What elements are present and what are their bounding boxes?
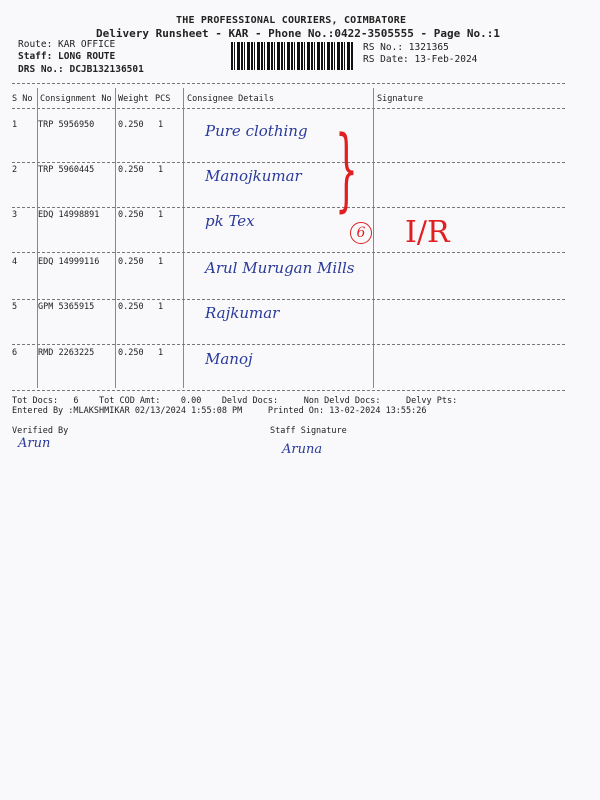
row-divider xyxy=(12,162,565,163)
row-weight: 0.250 xyxy=(118,257,144,267)
rs-number: RS No.: 1321365 xyxy=(363,42,449,53)
row-pcs: 1 xyxy=(158,120,164,130)
drs-number: DRS No.: DCJB132136501 xyxy=(18,64,144,75)
document-title: Delivery Runsheet - KAR - Phone No.:0422… xyxy=(96,27,500,40)
row-cno: RMD 2263225 xyxy=(38,348,95,358)
entered-line: Entered By :MLAKSHMIKAR 02/13/2024 1:55:… xyxy=(12,406,427,416)
row-pcs: 1 xyxy=(158,257,164,267)
header-pcs: PCS xyxy=(155,94,171,104)
row-consignee-handwritten: Manojkumar xyxy=(205,167,302,185)
row-divider xyxy=(12,207,565,208)
row-sno: 6 xyxy=(12,348,18,358)
company-name: THE PROFESSIONAL COURIERS, COIMBATORE xyxy=(176,15,407,26)
row-cno: GPM 5365915 xyxy=(38,302,95,312)
staff: Staff: LONG ROUTE xyxy=(18,51,116,62)
totals-line: Tot Docs: 6 Tot COD Amt: 0.00 Delvd Docs… xyxy=(12,396,458,406)
row-sno: 5 xyxy=(12,302,18,312)
row-cno: TRP 5956950 xyxy=(38,120,95,130)
route: Route: KAR OFFICE xyxy=(18,39,116,50)
row-cno: TRP 5960445 xyxy=(38,165,95,175)
staff-signature-label: Staff Signature xyxy=(270,426,347,436)
row-sno: 4 xyxy=(12,257,18,267)
barcode xyxy=(231,42,353,70)
row-weight: 0.250 xyxy=(118,165,144,175)
row-pcs: 1 xyxy=(158,165,164,175)
row-weight: 0.250 xyxy=(118,210,144,220)
row-sno: 3 xyxy=(12,210,18,220)
header-signature: Signature xyxy=(377,94,424,104)
staff-signature: Aruna xyxy=(282,442,323,457)
row-weight: 0.250 xyxy=(118,348,144,358)
row-consignee-handwritten: Pure clothing xyxy=(205,122,308,140)
row-consignee-handwritten: Rajkumar xyxy=(205,304,280,322)
header-consignee: Consignee Details xyxy=(187,94,274,104)
rs-date: RS Date: 13-Feb-2024 xyxy=(363,54,478,65)
row-sno: 1 xyxy=(12,120,18,130)
row-consignee-handwritten: Manoj xyxy=(205,350,253,368)
row-pcs: 1 xyxy=(158,302,164,312)
row-divider xyxy=(12,344,565,345)
ir-annotation: I/R xyxy=(405,215,450,250)
row-consignee-handwritten: pk Tex xyxy=(205,212,255,230)
verified-by-label: Verified By xyxy=(12,426,69,436)
row-sno: 2 xyxy=(12,165,18,175)
header-weight: Weight xyxy=(118,94,149,104)
header-consignment: Consignment No xyxy=(40,94,112,104)
row-pcs: 1 xyxy=(158,210,164,220)
red-brace: } xyxy=(335,117,358,222)
header-sno: S No xyxy=(12,94,33,104)
row-consignee-handwritten: Arul Murugan Mills xyxy=(205,259,355,277)
row-divider xyxy=(12,299,565,300)
row-pcs: 1 xyxy=(158,348,164,358)
row-cno: EDQ 14999116 xyxy=(38,257,100,267)
row-cno: EDQ 14998891 xyxy=(38,210,100,220)
row-weight: 0.250 xyxy=(118,120,144,130)
row-weight: 0.250 xyxy=(118,302,144,312)
count-annotation: 6 xyxy=(350,222,372,244)
row-divider xyxy=(12,252,565,253)
verified-signature: Arun xyxy=(18,436,51,451)
